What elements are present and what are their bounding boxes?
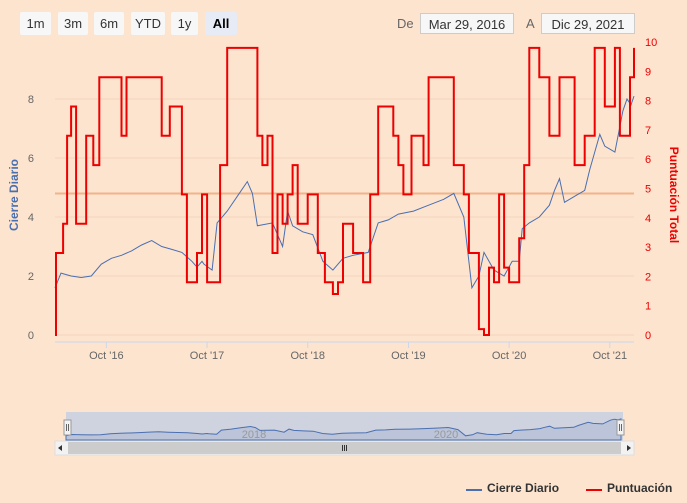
to-date-label: A xyxy=(526,16,535,31)
x-tick-label: Oct '20 xyxy=(492,350,527,362)
y-axis-right-title: Puntuación Total xyxy=(667,147,681,243)
y-right-tick-label: 3 xyxy=(645,242,651,254)
grid xyxy=(55,98,634,343)
y-right-tick-label: 1 xyxy=(645,301,651,313)
y-left-tick-label: 2 xyxy=(28,271,34,283)
navigator-labels: 2018 2020 xyxy=(242,429,458,441)
x-axis: Oct '16 Oct '17 Oct '18 Oct '19 Oct '20 Oct '… xyxy=(89,342,627,362)
range-button-ytd[interactable]: YTD xyxy=(131,12,165,35)
range-button-all[interactable]: All xyxy=(205,12,237,35)
y-right-tick-label: 7 xyxy=(645,125,651,137)
scroll-right-icon[interactable] xyxy=(627,445,631,451)
x-tick-label: Oct '19 xyxy=(391,350,426,362)
legend-line-icon xyxy=(466,489,482,491)
to-date-input[interactable]: Dic 29, 2021 xyxy=(541,13,635,34)
range-button-6m[interactable]: 6m xyxy=(94,12,124,35)
y-axis-left: 0 2 4 6 8 xyxy=(28,94,34,342)
scroll-left-icon[interactable] xyxy=(58,445,62,451)
y-right-tick-label: 5 xyxy=(645,184,651,196)
y-axis-left-title: Cierre Diario xyxy=(7,159,21,231)
y-left-tick-label: 6 xyxy=(28,153,34,165)
x-tick-label: Oct '17 xyxy=(190,350,225,362)
x-tick-label: Oct '18 xyxy=(290,350,325,362)
y-right-tick-label: 0 xyxy=(645,330,651,342)
range-button-3m[interactable]: 3m xyxy=(58,12,88,35)
y-right-tick-label: 10 xyxy=(645,37,657,49)
legend-item-cierre-diario[interactable]: Cierre Diario xyxy=(487,481,560,495)
from-date-label: De xyxy=(397,16,414,31)
y-right-tick-label: 9 xyxy=(645,66,651,78)
navigator[interactable]: 2018 2020 xyxy=(63,412,625,441)
navigator-year-label: 2018 xyxy=(242,429,266,441)
y-left-tick-label: 4 xyxy=(28,212,34,224)
navigator-series xyxy=(65,418,622,441)
series-line-cierre-diario xyxy=(54,95,635,290)
scrollbar[interactable] xyxy=(54,440,635,456)
y-right-tick-label: 8 xyxy=(645,96,651,108)
y-left-tick-label: 0 xyxy=(28,330,34,342)
x-tick-label: Oct '16 xyxy=(89,350,124,362)
series-line-puntuacion xyxy=(55,46,635,336)
legend-line-icon xyxy=(586,489,602,491)
navigator-year-label: 2020 xyxy=(434,429,458,441)
y-left-tick-label: 8 xyxy=(28,94,34,106)
legend-item-puntuacion[interactable]: Puntuación xyxy=(607,481,673,495)
from-date-input[interactable]: Mar 29, 2016 xyxy=(420,13,514,34)
y-axis-right: 0 1 2 3 4 5 6 7 8 9 10 xyxy=(645,37,657,342)
navigator-handle-left[interactable] xyxy=(63,419,72,436)
navigator-mask xyxy=(66,412,623,441)
y-right-tick-label: 2 xyxy=(645,271,651,283)
x-tick-label: Oct '21 xyxy=(593,350,628,362)
y-right-tick-label: 4 xyxy=(645,213,651,225)
range-button-1y[interactable]: 1y xyxy=(171,12,198,35)
y-right-tick-label: 6 xyxy=(645,154,651,166)
navigator-handle-right[interactable] xyxy=(616,419,625,436)
range-button-1m[interactable]: 1m xyxy=(20,12,51,35)
